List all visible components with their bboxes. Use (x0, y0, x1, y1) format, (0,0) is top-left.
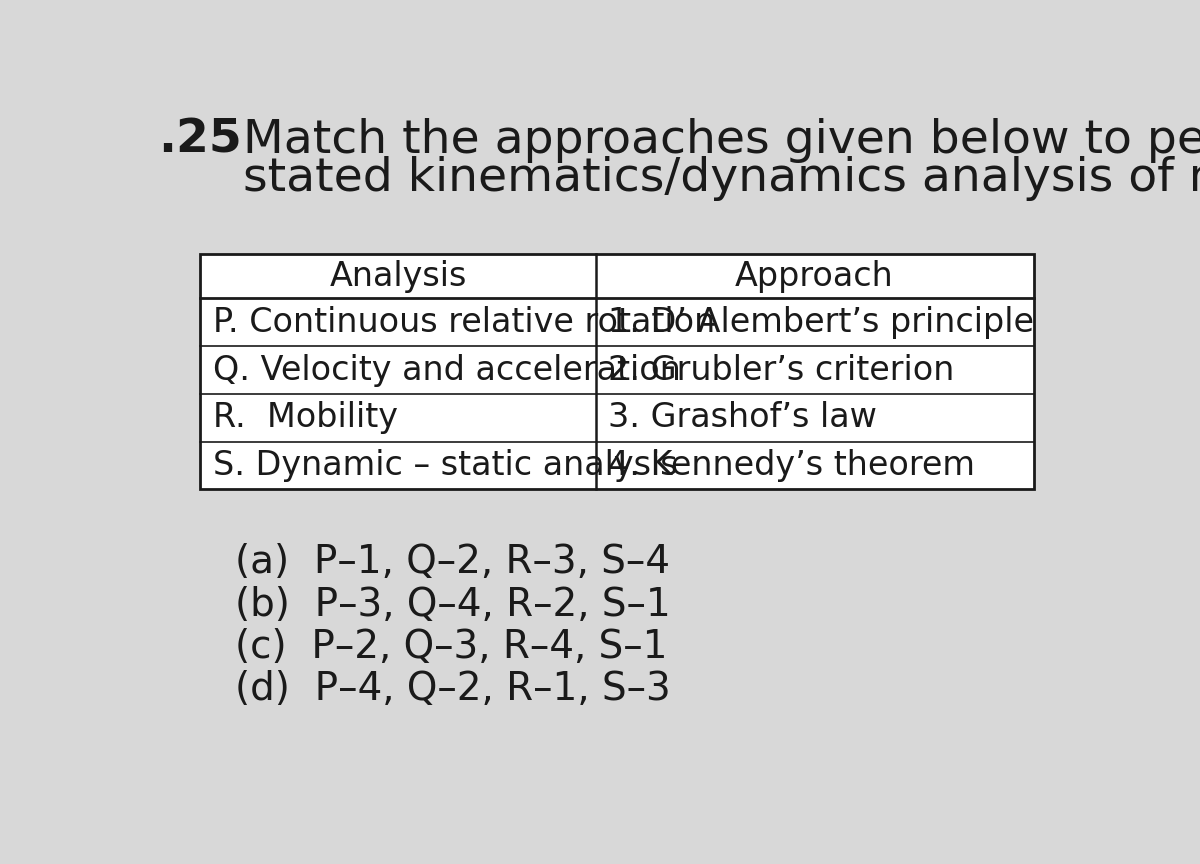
Text: .25: .25 (157, 118, 241, 162)
Text: (b)  P–3, Q–4, R–2, S–1: (b) P–3, Q–4, R–2, S–1 (235, 586, 671, 624)
Text: Analysis: Analysis (329, 260, 467, 293)
Bar (200, 254, 1033, 489)
Text: 4. Kennedy’s theorem: 4. Kennedy’s theorem (608, 449, 976, 482)
Text: (c)  P–2, Q–3, R–4, S–1: (c) P–2, Q–3, R–4, S–1 (235, 628, 667, 666)
Text: P. Continuous relative rotation: P. Continuous relative rotation (212, 306, 715, 339)
Text: stated kinematics/dynamics analysis of machine.: stated kinematics/dynamics analysis of m… (242, 156, 1200, 201)
Text: R.  Mobility: R. Mobility (212, 402, 397, 435)
Text: 2. Grubler’s criterion: 2. Grubler’s criterion (608, 353, 954, 386)
Text: Match the approaches given below to perform: Match the approaches given below to perf… (242, 118, 1200, 162)
Text: 3. Grashof’s law: 3. Grashof’s law (608, 402, 877, 435)
Text: (a)  P–1, Q–2, R–3, S–4: (a) P–1, Q–2, R–3, S–4 (235, 543, 671, 581)
Text: Q. Velocity and acceleration: Q. Velocity and acceleration (212, 353, 680, 386)
Text: S. Dynamic – static analysis: S. Dynamic – static analysis (212, 449, 677, 482)
Text: (d)  P–4, Q–2, R–1, S–3: (d) P–4, Q–2, R–1, S–3 (235, 670, 671, 708)
Text: Approach: Approach (736, 260, 894, 293)
Text: 1. D’ Alembert’s principle: 1. D’ Alembert’s principle (608, 306, 1034, 339)
